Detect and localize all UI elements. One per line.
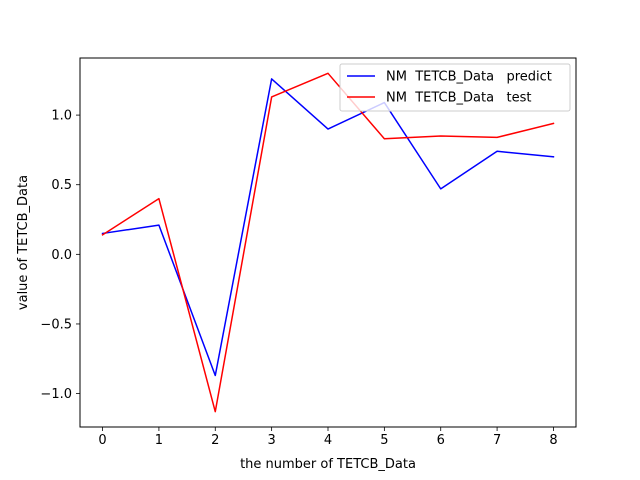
y-axis-label: value of TETCB_Data bbox=[16, 175, 31, 310]
y-tick-label: 0.0 bbox=[51, 248, 72, 263]
legend-box bbox=[339, 63, 571, 112]
plot-area-frame bbox=[79, 57, 577, 428]
x-tick-label: 6 bbox=[437, 433, 445, 448]
series-line-0 bbox=[101, 78, 555, 377]
x-tick-label: 8 bbox=[549, 433, 557, 448]
x-tick-label: 1 bbox=[155, 433, 163, 448]
y-tick-label: −0.5 bbox=[40, 317, 72, 332]
legend: NM TETCB_Data predict NM TETCB_Data test bbox=[339, 63, 571, 112]
x-axis-ticks: 0 1 2 3 4 5 6 7 8 bbox=[98, 427, 558, 448]
series-layer bbox=[101, 72, 555, 413]
legend-label-test: NM TETCB_Data test bbox=[386, 91, 531, 106]
legend-label-predict: NM TETCB_Data predict bbox=[386, 70, 552, 85]
x-axis-label: the number of TETCB_Data bbox=[240, 457, 416, 472]
y-tick-label: −1.0 bbox=[40, 387, 72, 402]
series-line-1 bbox=[101, 72, 555, 413]
x-tick-label: 4 bbox=[324, 433, 332, 448]
x-tick-label: 3 bbox=[267, 433, 275, 448]
y-axis-ticks: −1.0 −0.5 0.0 0.5 1.0 bbox=[40, 109, 80, 402]
x-tick-label: 2 bbox=[211, 433, 219, 448]
x-tick-label: 7 bbox=[493, 433, 501, 448]
x-tick-label: 0 bbox=[98, 433, 106, 448]
y-tick-label: 1.0 bbox=[51, 109, 72, 124]
x-tick-label: 5 bbox=[380, 433, 388, 448]
y-tick-label: 0.5 bbox=[51, 178, 72, 193]
